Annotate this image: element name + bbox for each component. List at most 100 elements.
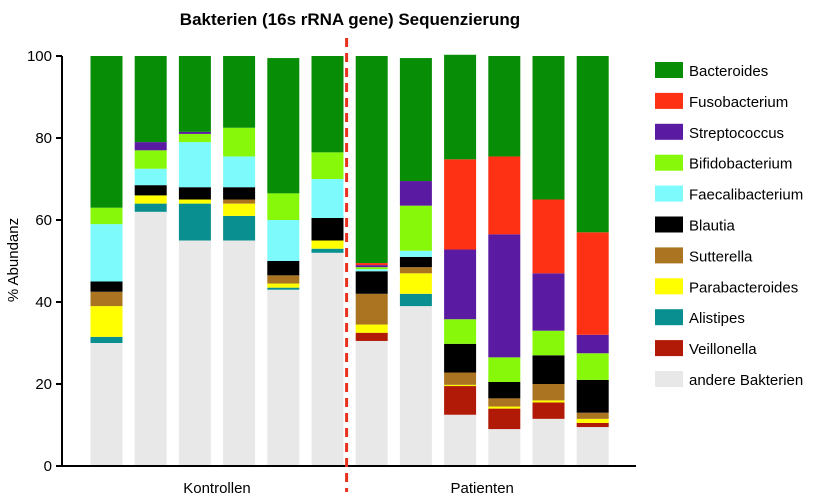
bar-segment-blautia-8 (399, 256, 432, 268)
bar-segment-bifidobacterium-7 (355, 267, 388, 270)
bar-segment-andere-bakterien-4 (223, 240, 256, 466)
bar-segment-parabacteroides-11 (532, 400, 565, 403)
bar-segment-sutterella-12 (576, 412, 609, 419)
bar-segment-parabacteroides-12 (576, 418, 609, 423)
bar-segment-andere-bakterien-9 (444, 414, 477, 466)
bar-segment-bifidobacterium-10 (488, 357, 521, 382)
bar-segment-bacteroides-7 (355, 56, 388, 264)
bar-segment-parabacteroides-8 (399, 273, 432, 294)
bar-segment-streptococcus-7 (355, 265, 388, 268)
y-tick-label-40: 40 (35, 294, 52, 311)
y-tick-label-20: 20 (35, 376, 52, 393)
bar-segment-fusobacterium-9 (444, 159, 477, 250)
bar-segment-bacteroides-3 (178, 56, 211, 132)
bar-segment-sutterella-11 (532, 384, 565, 401)
legend-label-alistipes: Alistipes (689, 310, 745, 327)
y-tick-label-100: 100 (27, 48, 52, 65)
bar-segment-andere-bakterien-8 (399, 306, 432, 466)
bar-segment-bacteroides-10 (488, 56, 521, 157)
plot-area: 0 20 40 60 80 100 Kontrollen Patienten (27, 38, 636, 497)
bar-segment-bacteroides-11 (532, 56, 565, 200)
bar-segment-alistipes-4 (223, 215, 256, 241)
bar-segment-andere-bakterien-2 (134, 211, 167, 466)
bar-segment-alistipes-1 (90, 336, 123, 343)
bar-segment-sutterella-7 (355, 293, 388, 325)
bar-segment-streptococcus-8 (399, 181, 432, 206)
bar-segment-bifidobacterium-3 (178, 133, 211, 143)
bar-segment-sutterella-8 (399, 267, 432, 274)
bar-segment-bacteroides-2 (134, 56, 167, 143)
bar-segment-blautia-11 (532, 355, 565, 384)
bar-segment-streptococcus-11 (532, 273, 565, 331)
legend-label-bifidobacterium: Bifidobacterium (689, 156, 792, 173)
bar-segment-bifidobacterium-1 (90, 207, 123, 225)
bar-segment-alistipes-8 (399, 293, 432, 307)
y-tick-label-0: 0 (44, 458, 52, 475)
bar-segment-bifidobacterium-12 (576, 353, 609, 380)
bar-segment-alistipes-6 (311, 248, 344, 253)
bar-segment-faecalibacterium-7 (355, 269, 388, 272)
bar-segment-fusobacterium-7 (355, 263, 388, 266)
y-tick-label-60: 60 (35, 212, 52, 229)
group-label-kontrollen: Kontrollen (183, 480, 251, 497)
chart-title: Bakterien (16s rRNA gene) Sequenzierung (180, 10, 520, 29)
bar-segment-faecalibacterium-4 (223, 156, 256, 188)
bar-segment-alistipes-5 (267, 287, 300, 290)
bar-segment-andere-bakterien-11 (532, 418, 565, 466)
bar-segment-bifidobacterium-8 (399, 205, 432, 251)
bar-segment-bacteroides-9 (444, 54, 477, 160)
bar-segment-bacteroides-12 (576, 56, 609, 233)
legend-label-fusobacterium: Fusobacterium (689, 94, 788, 111)
bar-segment-bacteroides-8 (399, 58, 432, 182)
bar-segment-bifidobacterium-9 (444, 319, 477, 344)
legend: Bacteroides Fusobacterium Streptococcus Bif… (655, 62, 803, 389)
bar-segment-sutterella-9 (444, 372, 477, 385)
legend-swatch-bifidobacterium (655, 154, 683, 171)
y-tick-label-80: 80 (35, 130, 52, 147)
bar-segment-parabacteroides-4 (223, 203, 256, 216)
bar-segment-parabacteroides-5 (267, 283, 300, 288)
bar-segment-blautia-1 (90, 281, 123, 292)
legend-label-faecalibacterium: Faecalibacterium (689, 187, 803, 204)
bar-segment-parabacteroides-2 (134, 195, 167, 204)
bar-segment-blautia-4 (223, 187, 256, 200)
legend-swatch-bacteroides (655, 62, 683, 78)
group-label-patienten: Patienten (451, 480, 514, 497)
bar-segment-andere-bakterien-1 (90, 343, 123, 466)
bar-segment-blautia-2 (134, 185, 167, 196)
bar-segment-streptococcus-2 (134, 142, 167, 151)
bar-segment-alistipes-3 (178, 203, 211, 241)
bar-segment-blautia-7 (355, 271, 388, 294)
legend-swatch-faecalibacterium (655, 185, 683, 202)
y-axis-label: % Abundanz (5, 218, 22, 302)
legend-swatch-sutterella (655, 247, 683, 264)
bar-segment-sutterella-4 (223, 199, 256, 204)
bar-segment-sutterella-10 (488, 398, 521, 407)
bar-segment-andere-bakterien-7 (355, 340, 388, 466)
bar-segment-bifidobacterium-2 (134, 150, 167, 169)
legend-label-parabacteroides: Parabacteroides (689, 279, 798, 296)
legend-label-andere-bakterien: andere Bakterien (689, 372, 803, 389)
legend-swatch-streptococcus (655, 123, 683, 140)
bar-segment-bacteroides-6 (311, 56, 344, 153)
bar-segment-bifidobacterium-4 (223, 127, 256, 157)
bar-segment-streptococcus-10 (488, 234, 521, 358)
legend-swatch-blautia (655, 216, 683, 233)
bar-segment-parabacteroides-10 (488, 406, 521, 409)
bar-segment-faecalibacterium-2 (134, 168, 167, 186)
bar-segment-veillonella-10 (488, 408, 521, 430)
bar-segment-parabacteroides-3 (178, 199, 211, 204)
legend-label-streptococcus: Streptococcus (689, 125, 784, 142)
bar-segment-andere-bakterien-12 (576, 427, 609, 466)
bar-segment-andere-bakterien-10 (488, 429, 521, 466)
bar-segment-blautia-12 (576, 379, 609, 413)
legend-swatch-fusobacterium (655, 92, 683, 109)
bar-segment-blautia-3 (178, 187, 211, 200)
bar-segment-veillonella-12 (576, 422, 609, 428)
bar-segment-bifidobacterium-11 (532, 330, 565, 356)
bar-segment-blautia-6 (311, 217, 344, 241)
bar-segment-bifidobacterium-5 (267, 193, 300, 220)
bar-segment-veillonella-7 (355, 332, 388, 341)
bar-segment-faecalibacterium-1 (90, 224, 123, 282)
